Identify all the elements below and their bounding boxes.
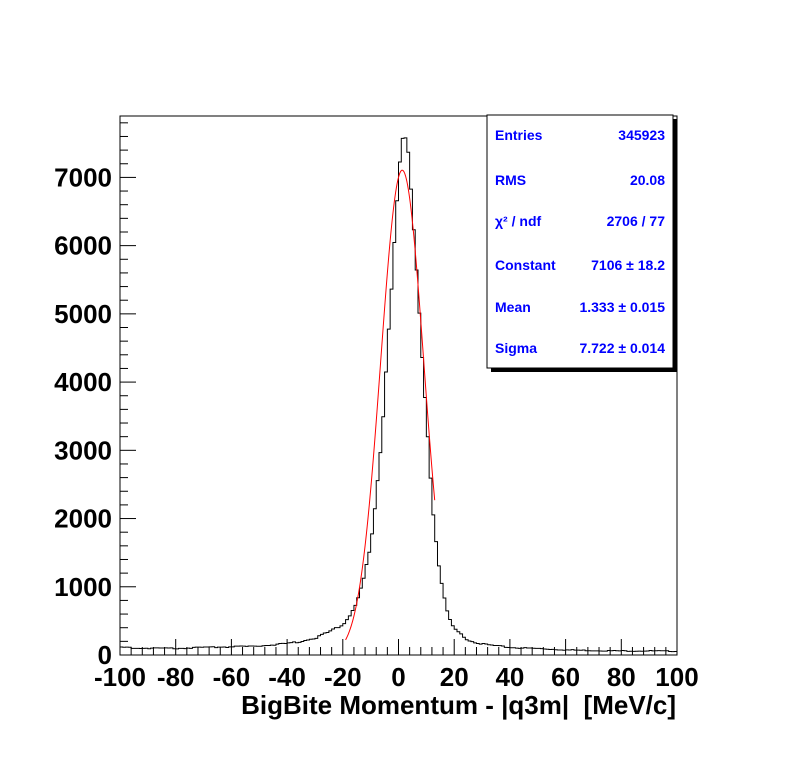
stats-value: 2706 / 77: [607, 213, 666, 229]
x-tick-label: -40: [268, 662, 306, 692]
y-tick-label: 5000: [54, 299, 112, 329]
stats-label: χ² / ndf: [495, 213, 541, 229]
x-axis-title: BigBite Momentum - |q3m| [MeV/c]: [241, 690, 676, 720]
x-tick-label: -20: [324, 662, 362, 692]
y-tick-label: 1000: [54, 572, 112, 602]
x-tick-label: 60: [551, 662, 580, 692]
x-tick-label: 0: [391, 662, 405, 692]
x-tick-label: -100: [94, 662, 146, 692]
y-axis: 0 1000 2000 3000 4000 5000 6000 7000: [54, 122, 136, 670]
x-tick-label: 80: [607, 662, 636, 692]
y-tick-label: 6000: [54, 231, 112, 261]
y-tick-label: 7000: [54, 162, 112, 192]
stats-value: 7.722 ± 0.014: [579, 340, 665, 356]
y-tick-label: 3000: [54, 435, 112, 465]
x-axis: -100 -80 -60 -40 -20 0 20 40 60 80 100: [94, 639, 699, 692]
y-tick-label: 0: [98, 640, 112, 670]
y-tick-label: 2000: [54, 504, 112, 534]
stats-label: Constant: [495, 257, 556, 273]
stats-box: Entries 345923 RMS 20.08 χ² / ndf 2706 / 77 Co…: [486, 114, 677, 372]
x-tick-label: 100: [655, 662, 698, 692]
x-tick-label: 20: [440, 662, 469, 692]
x-tick-label: 40: [495, 662, 524, 692]
stats-label: Mean: [495, 299, 531, 315]
stats-value: 7106 ± 18.2: [591, 257, 665, 273]
stats-label: Sigma: [495, 340, 537, 356]
histogram-series-line: [119, 137, 678, 655]
stats-label: Entries: [495, 127, 543, 143]
stats-label: RMS: [495, 172, 526, 188]
y-tick-label: 4000: [54, 367, 112, 397]
stats-value: 345923: [618, 127, 665, 143]
stats-value: 1.333 ± 0.015: [579, 299, 665, 315]
gaussian-fit-curve: [345, 169, 436, 641]
stats-value: 20.08: [630, 172, 665, 188]
x-tick-label: -80: [157, 662, 195, 692]
x-tick-label: -60: [213, 662, 251, 692]
